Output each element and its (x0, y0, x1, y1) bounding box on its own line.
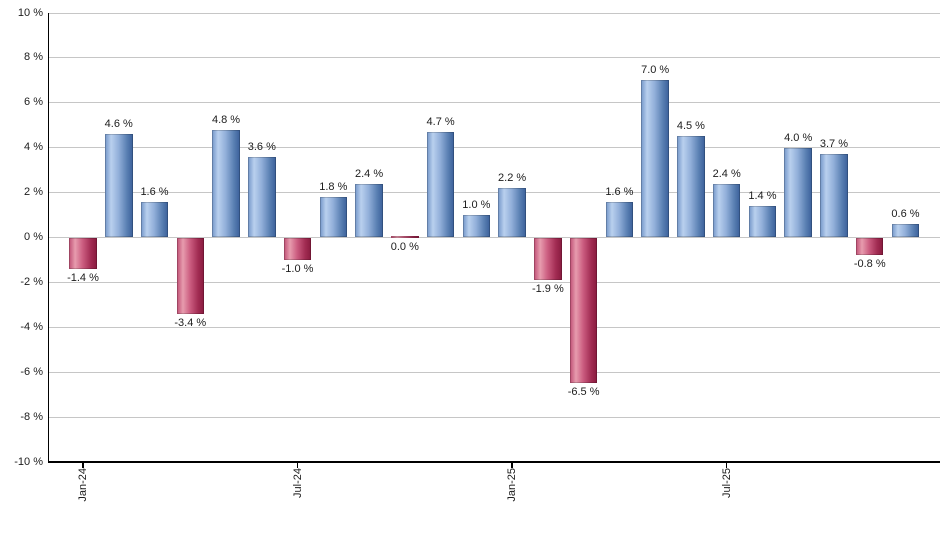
bar-value-label: 7.0 % (641, 64, 670, 77)
bar-value-label: 2.2 % (498, 172, 527, 185)
x-tick-label: Jul-25 (720, 468, 733, 498)
bar-value-label: 1.6 % (140, 185, 169, 198)
bar-Mar-24 (140, 201, 169, 238)
gridline (49, 237, 940, 238)
bar-Oct-24 (391, 235, 419, 238)
gridline (49, 281, 940, 283)
x-tick-mark (725, 462, 728, 468)
bar-Apr-25 (605, 201, 634, 238)
gridline (49, 371, 940, 373)
y-tick-label: -2 % (20, 275, 43, 288)
bar-Aug-25 (748, 206, 777, 238)
y-tick-label: -4 % (20, 320, 43, 333)
bar-value-label: 2.4 % (712, 167, 741, 180)
bar-Feb-25 (534, 237, 562, 281)
x-tick-label: Jan-25 (506, 468, 519, 502)
x-tick-mark (296, 462, 299, 468)
bar-Jan-24 (69, 237, 97, 269)
bar-Nov-25 (855, 237, 884, 256)
gridline (49, 102, 940, 104)
bar-Sep-25 (784, 147, 812, 238)
bar-Dec-24 (462, 215, 491, 238)
y-tick-label: 6 % (24, 96, 43, 109)
x-tick-mark (82, 462, 84, 468)
plot-area: -1.4 % 4.6 % 1.6 % -3.4 % 4.8 % 3.6 % -1.0 % 1.… (49, 12, 940, 463)
x-tick-label: Jan-24 (77, 468, 89, 502)
bar-Jun-24 (248, 156, 276, 238)
y-tick-label: 2 % (24, 186, 43, 199)
bar-May-24 (212, 129, 240, 238)
bar-value-label: 0.0 % (390, 240, 419, 253)
y-tick-label: -6 % (20, 365, 43, 378)
bar-value-label: 4.7 % (426, 115, 455, 128)
bar-Dec-25 (891, 224, 920, 238)
bar-value-label: 2.4 % (355, 167, 384, 180)
bar-value-label: 4.8 % (211, 113, 241, 126)
bar-value-label: 1.4 % (748, 190, 777, 203)
y-tick-label: 4 % (24, 141, 43, 154)
bar-Jul-24 (283, 237, 312, 260)
bar-Feb-24 (105, 134, 133, 238)
bar-Jun-25 (677, 136, 705, 238)
bar-May-25 (641, 80, 669, 238)
x-tick-label: Jul-24 (291, 468, 304, 498)
x-tick-mark (511, 462, 513, 468)
bar-Jan-25 (498, 188, 526, 238)
bar-Nov-24 (426, 131, 455, 238)
bar-value-label: -1.4 % (67, 271, 99, 284)
y-tick-label: -8 % (20, 410, 43, 423)
y-tick-label: -10 % (14, 455, 43, 468)
y-axis-line (47, 13, 49, 463)
bar-Aug-24 (319, 197, 348, 238)
gridline (49, 326, 940, 328)
bar-value-label: 3.7 % (819, 138, 849, 151)
bar-value-label: 4.5 % (676, 120, 705, 133)
gridline (49, 192, 940, 194)
bar-value-label: 1.8 % (319, 181, 348, 194)
bar-value-label: -1.9 % (531, 283, 564, 296)
bar-value-label: -6.5 % (567, 386, 600, 399)
bar-Mar-25 (569, 237, 598, 384)
bar-value-label: 1.6 % (605, 185, 634, 198)
bar-value-label: -3.4 % (174, 316, 207, 329)
bar-value-label: 1.0 % (462, 199, 491, 212)
gridline (49, 416, 940, 418)
x-axis-line (49, 461, 940, 463)
bar-Sep-24 (355, 183, 383, 238)
bar-value-label: 4.0 % (784, 131, 813, 144)
gridline (49, 147, 940, 149)
bar-Oct-25 (820, 154, 848, 238)
bar-Apr-24 (176, 237, 205, 314)
bar-value-label: 0.6 % (891, 208, 920, 221)
bar-value-label: -1.0 % (281, 262, 314, 275)
gridline (49, 57, 940, 59)
y-tick-label: 8 % (24, 51, 43, 64)
gridline (49, 12, 940, 14)
bar-Jul-25 (712, 183, 741, 238)
bar-value-label: 3.6 % (247, 140, 276, 153)
y-tick-label: 0 % (24, 231, 43, 243)
bar-value-label: -0.8 % (853, 258, 886, 271)
bar-value-label: 4.6 % (104, 118, 133, 131)
y-tick-label: 10 % (17, 6, 43, 19)
